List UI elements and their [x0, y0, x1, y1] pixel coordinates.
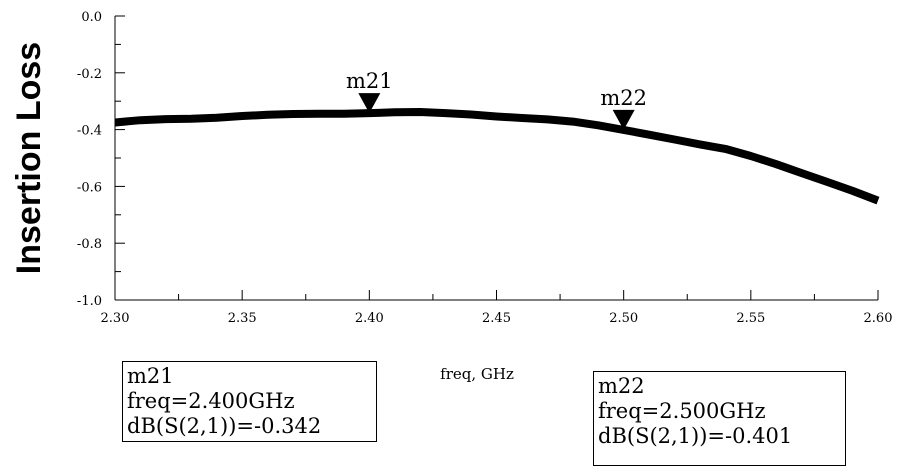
marker-readout-freq: freq=2.400GHz [127, 389, 295, 413]
marker-label: m22 [600, 86, 647, 110]
marker-readout-m22: m22 freq=2.500GHz dB(S(2,1))=-0.401 [593, 371, 846, 466]
x-tick-label: 2.30 [101, 311, 130, 326]
x-tick-label: 2.60 [864, 311, 893, 326]
y-axis-label: Insertion Loss [10, 42, 48, 274]
marker-readout-value: dB(S(2,1))=-0.401 [598, 424, 793, 448]
marker-readout-name: m21 [127, 364, 174, 388]
marker-group: m21 m22 [346, 69, 647, 130]
y-tick-label: -0.2 [77, 67, 102, 82]
marker-label: m21 [346, 69, 393, 93]
y-tick-label: -0.4 [77, 124, 102, 139]
y-tick-label: -0.6 [77, 180, 102, 195]
marker-triangle [612, 109, 635, 130]
x-tick-labels: 2.30 2.35 2.40 2.45 2.50 2.55 2.60 [101, 311, 893, 326]
x-tick-label: 2.45 [482, 311, 511, 326]
y-tick-label: -1.0 [77, 294, 102, 309]
y-tick-labels: 0.0 -0.2 -0.4 -0.6 -0.8 -1.0 [77, 10, 102, 309]
marker-readout-name: m22 [598, 374, 645, 398]
series-line [115, 108, 880, 205]
x-tick-label: 2.40 [355, 311, 384, 326]
x-axis-label: freq, GHz [440, 365, 514, 383]
marker-triangle [358, 93, 381, 114]
x-tick-label: 2.35 [228, 311, 257, 326]
x-tick-label: 2.50 [609, 311, 638, 326]
marker-readout-m21: m21 freq=2.400GHz dB(S(2,1))=-0.342 [122, 361, 377, 442]
y-tick-label: 0.0 [81, 10, 102, 25]
marker-readout-freq: freq=2.500GHz [598, 399, 766, 423]
tick-marks [114, 15, 879, 301]
x-tick-label: 2.55 [736, 311, 765, 326]
marker-readout-value: dB(S(2,1))=-0.342 [127, 414, 322, 438]
y-tick-label: -0.8 [77, 237, 102, 252]
series-group [115, 108, 880, 205]
